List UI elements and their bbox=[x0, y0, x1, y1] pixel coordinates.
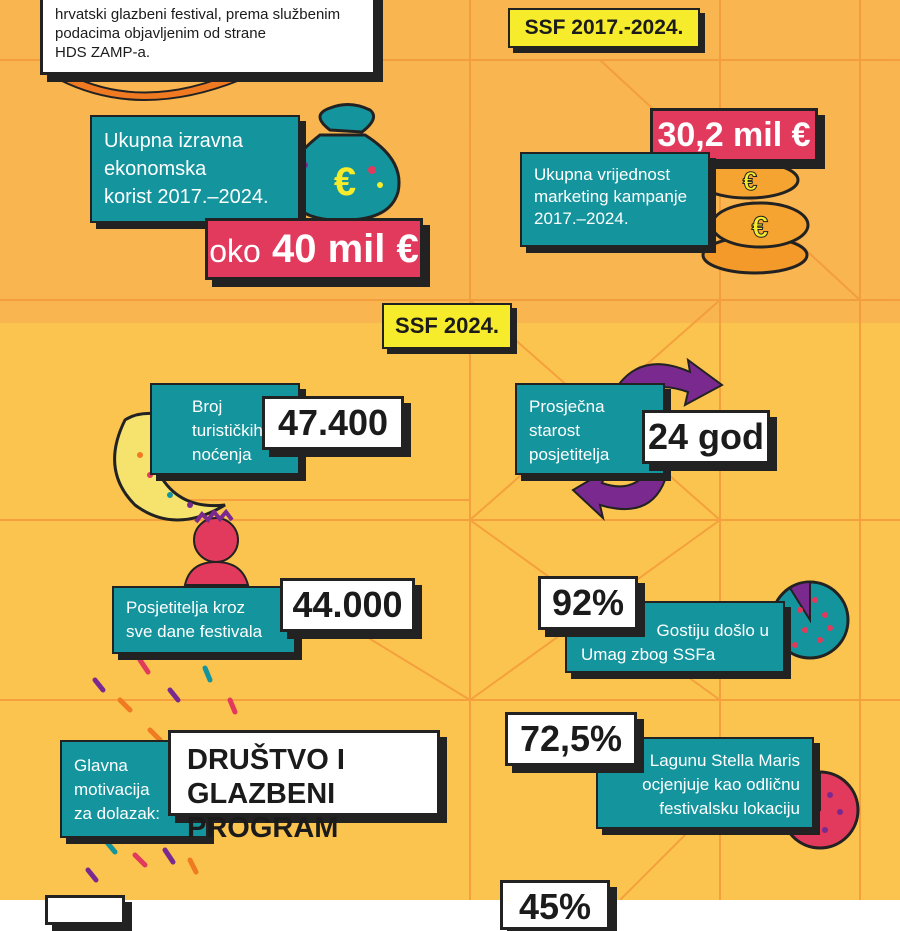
label-line: ocjenjuje kao odličnu bbox=[642, 775, 800, 794]
intro-line: podacima objavljenim od strane bbox=[55, 25, 266, 42]
value-main: 40 mil € bbox=[271, 227, 419, 271]
svg-text:€: € bbox=[752, 211, 769, 244]
marketing-value: 30,2 mil € bbox=[650, 108, 818, 162]
label-line: Gostiju došlo u bbox=[656, 621, 769, 640]
label-line: Ukupna izravna bbox=[104, 130, 243, 152]
label-line: Broj bbox=[192, 397, 223, 416]
coin-stack-icon: € € bbox=[696, 160, 810, 275]
guests-value: 92% bbox=[538, 576, 638, 630]
intro-line: HDS ZAMP-a. bbox=[55, 44, 151, 61]
economic-label: Ukupna izravna ekonomska korist 2017.–20… bbox=[90, 115, 300, 223]
nights-value: 47.400 bbox=[262, 396, 404, 450]
label-line: festivalsku lokaciju bbox=[659, 799, 800, 818]
lagoon-value: 72,5% bbox=[505, 712, 637, 766]
label-line: ekonomska bbox=[104, 158, 207, 180]
next-value-box: 45% bbox=[500, 880, 610, 930]
value-line: GLAZBENI PROGRAM bbox=[187, 778, 339, 844]
motivation-value: DRUŠTVO I GLAZBENI PROGRAM bbox=[168, 730, 440, 844]
label-line: Umag zbog SSFa bbox=[581, 645, 716, 664]
period-badge: SSF 2017.-2024. bbox=[508, 8, 700, 48]
label-line: Posjetitelja kroz bbox=[126, 598, 246, 617]
label-line: posjetitelja bbox=[529, 445, 610, 464]
economic-value: oko 40 mil € bbox=[205, 218, 423, 280]
svg-text:€: € bbox=[743, 166, 757, 196]
year-badge: SSF 2024. bbox=[382, 303, 512, 349]
label-line: Lagunu Stella Maris bbox=[649, 751, 800, 770]
label-line: Glavna bbox=[74, 756, 128, 775]
decorations: € € € bbox=[59, 68, 860, 883]
label-line: marketing kampanje bbox=[534, 187, 688, 206]
label-line: sve dane festivala bbox=[126, 622, 263, 641]
lagoon-label: Lagunu Stella Maris ocjenjuje kao odličn… bbox=[596, 737, 814, 829]
intro-line: hrvatski glazbeni festival, prema službe… bbox=[55, 6, 341, 23]
label-line: motivacija bbox=[74, 780, 150, 799]
money-bag-icon: € bbox=[284, 103, 401, 222]
orange-disk-icon bbox=[59, 68, 241, 101]
marketing-label: Ukupna vrijednost marketing kampanje 201… bbox=[520, 152, 710, 247]
label-line: Ukupna vrijednost bbox=[534, 165, 671, 184]
person-icon bbox=[183, 508, 250, 586]
value-line: DRUŠTVO I bbox=[187, 744, 345, 776]
label-line: Prosječna bbox=[529, 397, 605, 416]
label-line: noćenja bbox=[192, 445, 252, 464]
visitors-label: Posjetitelja kroz sve dane festivala bbox=[112, 586, 296, 654]
svg-text:€: € bbox=[334, 160, 356, 204]
label-line: turističkih bbox=[192, 421, 263, 440]
visitors-value: 44.000 bbox=[280, 578, 415, 632]
label-line: starost bbox=[529, 421, 581, 440]
pie-chart-icon bbox=[770, 580, 850, 660]
circular-arrows-icon bbox=[571, 357, 724, 521]
intro-text-box: hrvatski glazbeni festival, prema službe… bbox=[40, 0, 376, 75]
label-line: za dolazak: bbox=[74, 804, 160, 823]
label-line: 2017.–2024. bbox=[534, 209, 629, 228]
value-prefix: oko bbox=[209, 233, 261, 269]
age-value: 24 god bbox=[642, 410, 770, 464]
label-line: korist 2017.–2024. bbox=[104, 186, 269, 208]
